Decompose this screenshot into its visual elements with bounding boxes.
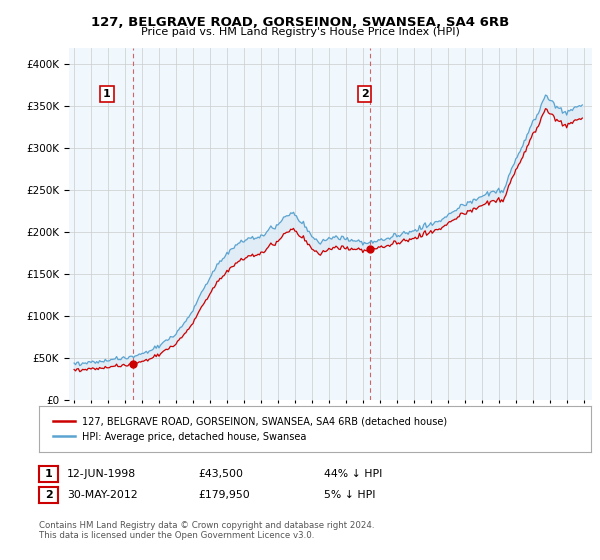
Text: 1: 1 (45, 469, 52, 479)
Text: Contains HM Land Registry data © Crown copyright and database right 2024.
This d: Contains HM Land Registry data © Crown c… (39, 521, 374, 540)
Text: 5% ↓ HPI: 5% ↓ HPI (324, 490, 376, 500)
Text: £179,950: £179,950 (198, 490, 250, 500)
Text: 12-JUN-1998: 12-JUN-1998 (67, 469, 136, 479)
Text: 2: 2 (361, 89, 368, 99)
Text: 44% ↓ HPI: 44% ↓ HPI (324, 469, 382, 479)
Text: Price paid vs. HM Land Registry's House Price Index (HPI): Price paid vs. HM Land Registry's House … (140, 27, 460, 37)
Text: £43,500: £43,500 (198, 469, 243, 479)
Text: 2: 2 (45, 490, 52, 500)
Text: 30-MAY-2012: 30-MAY-2012 (67, 490, 138, 500)
Legend: 127, BELGRAVE ROAD, GORSEINON, SWANSEA, SA4 6RB (detached house), HPI: Average p: 127, BELGRAVE ROAD, GORSEINON, SWANSEA, … (49, 412, 451, 446)
Text: 1: 1 (103, 89, 111, 99)
Text: 127, BELGRAVE ROAD, GORSEINON, SWANSEA, SA4 6RB: 127, BELGRAVE ROAD, GORSEINON, SWANSEA, … (91, 16, 509, 29)
